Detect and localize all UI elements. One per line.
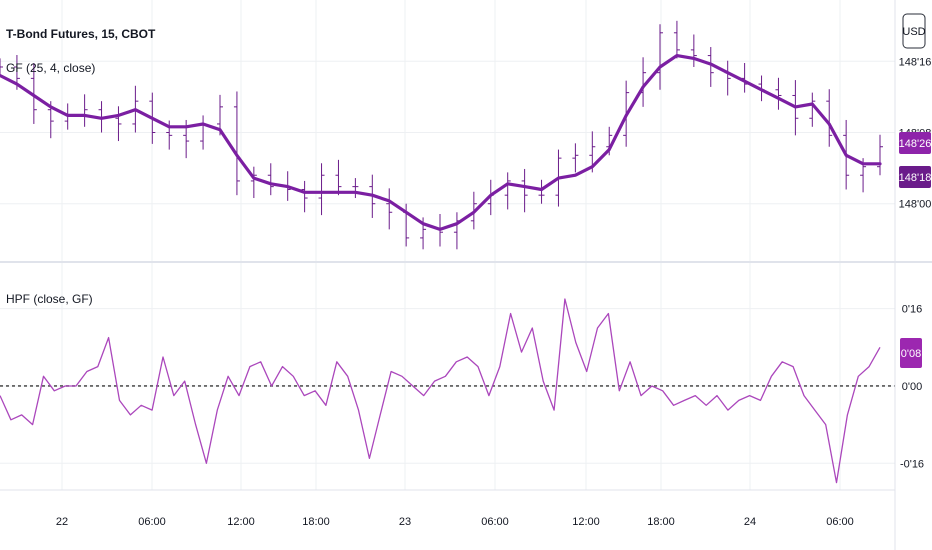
hpf-value-label: 0'08: [901, 348, 921, 360]
price-bar: [115, 106, 122, 142]
hpf-legend[interactable]: HPF (close, GF): [6, 292, 93, 306]
time-tick-label: 22: [56, 516, 68, 528]
price-bar: [724, 60, 731, 96]
hpf-tick-label: 0'16: [902, 304, 922, 316]
price-bar: [572, 143, 579, 173]
price-bar: [352, 178, 359, 199]
price-bar: [335, 159, 342, 196]
price-bar: [741, 62, 748, 93]
time-tick-label: 06:00: [826, 516, 854, 528]
price-bar: [267, 163, 274, 196]
price-bar: [707, 47, 714, 87]
price-bar: [877, 134, 883, 176]
price-bar: [504, 172, 511, 210]
price-bar: [301, 180, 308, 213]
time-tick-label: 12:00: [572, 516, 600, 528]
gf-line-series: [0, 54, 882, 231]
hpf-tick-label: -0'16: [900, 458, 924, 470]
last-price-badge: 148'26: [899, 132, 932, 154]
upper-tick-label: 148'16: [899, 56, 932, 68]
time-tick-label: 23: [399, 516, 411, 528]
hpf-value-badge: 0'08: [900, 338, 922, 368]
hpf-line-series: [0, 298, 881, 484]
currency-label: USD: [902, 26, 925, 38]
price-bar: [0, 58, 3, 76]
hpf-tick-label: 0'00: [902, 381, 922, 393]
price-bar: [318, 163, 325, 216]
price-bar: [233, 91, 240, 196]
time-tick-label: 06:00: [481, 516, 509, 528]
price-bar: [826, 89, 833, 147]
time-tick-label: 24: [744, 516, 756, 528]
price-bars: [0, 20, 883, 250]
price-bar: [453, 212, 460, 250]
hpf-axis[interactable]: -0'16 0'00 0'16: [900, 304, 924, 471]
price-bar: [386, 188, 393, 230]
last-price-label: 148'26: [899, 138, 932, 150]
currency-button[interactable]: USD: [902, 13, 926, 49]
price-bar: [809, 92, 816, 127]
time-tick-label: 18:00: [647, 516, 675, 528]
gf-value-label: 148'18: [899, 172, 932, 184]
price-bar: [673, 20, 680, 59]
symbol-title[interactable]: T-Bond Futures, 15, CBOT: [6, 27, 156, 41]
time-tick-label: 18:00: [302, 516, 330, 528]
time-tick-label: 06:00: [138, 516, 166, 528]
gf-legend[interactable]: GF (25, 4, close): [6, 61, 95, 75]
time-tick-label: 12:00: [227, 516, 255, 528]
grid-lines: [0, 0, 895, 490]
upper-tick-label: 148'00: [899, 199, 932, 211]
price-bar: [538, 179, 545, 204]
price-bar: [521, 168, 528, 213]
gf-value-badge: 148'18: [899, 166, 932, 188]
price-bar: [30, 62, 37, 124]
price-bar: [775, 77, 782, 110]
price-bar: [690, 34, 697, 67]
time-axis[interactable]: 22 06:00 12:00 18:00 23 06:00 12:00 18:00 24 06:0…: [56, 516, 854, 528]
price-bar: [250, 166, 257, 199]
price-bar: [657, 24, 663, 90]
price-bar: [81, 94, 88, 127]
